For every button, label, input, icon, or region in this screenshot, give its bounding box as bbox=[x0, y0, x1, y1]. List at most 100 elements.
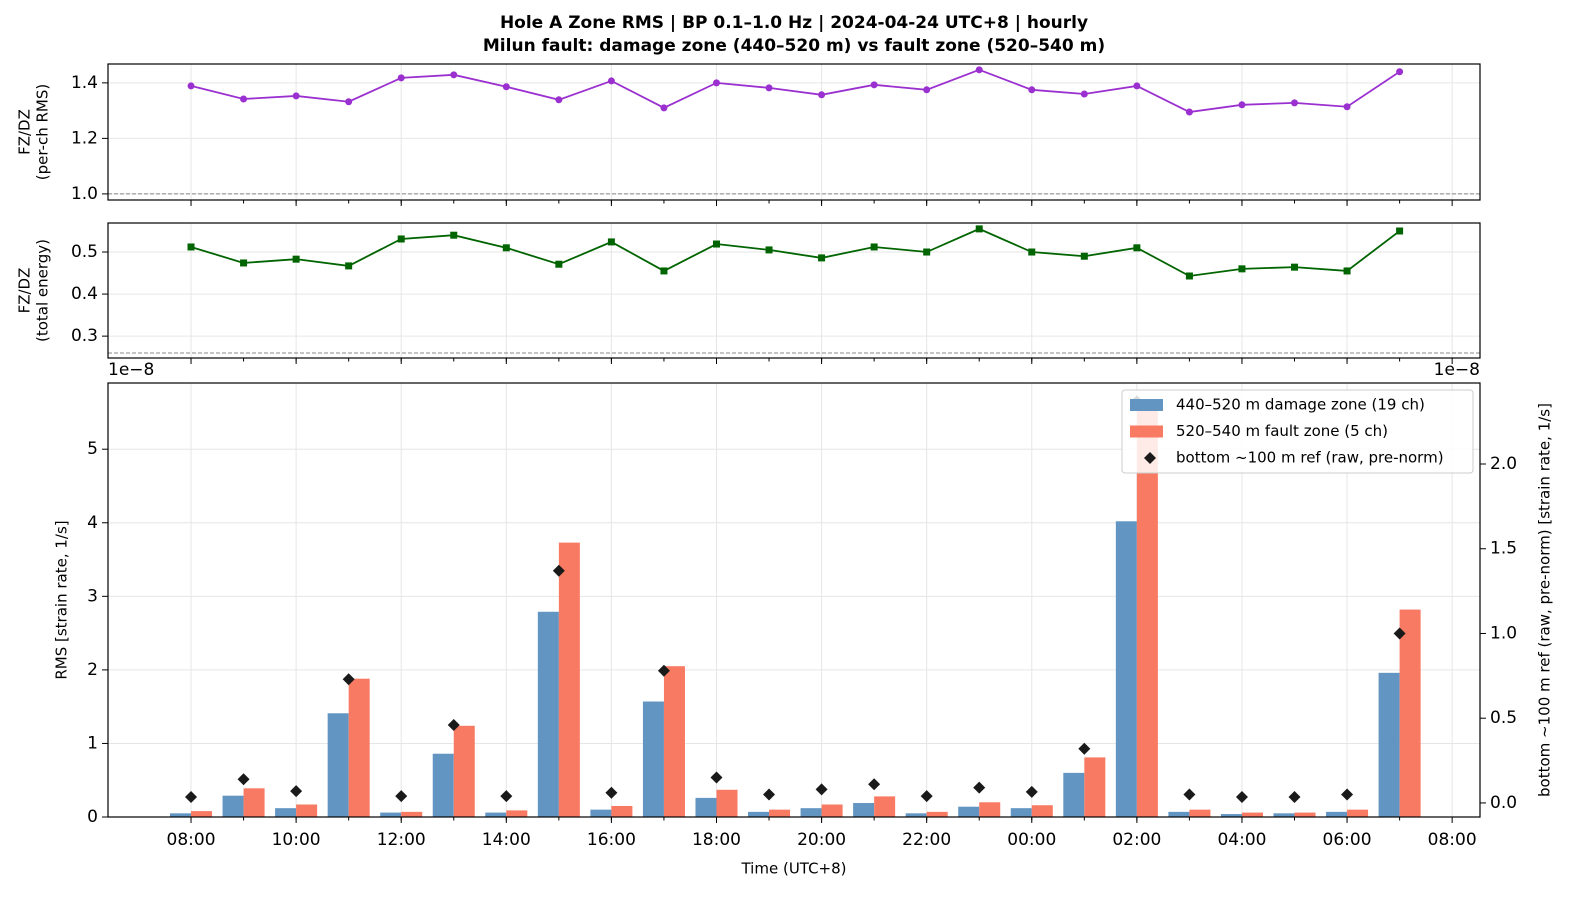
data-point bbox=[818, 91, 826, 99]
ref-marker bbox=[1183, 788, 1196, 801]
ref-marker bbox=[185, 791, 198, 804]
data-point bbox=[397, 74, 405, 82]
ref-marker bbox=[763, 788, 776, 801]
ref-marker bbox=[500, 790, 513, 803]
ref-marker bbox=[290, 785, 303, 798]
bar bbox=[327, 713, 349, 817]
y-axis-label: (per-ch RMS) bbox=[34, 84, 52, 180]
data-point bbox=[292, 92, 300, 100]
bar bbox=[348, 678, 370, 817]
data-point bbox=[765, 84, 773, 92]
ref-marker bbox=[973, 781, 986, 794]
bar bbox=[1220, 814, 1242, 817]
bar bbox=[642, 701, 664, 817]
bar bbox=[716, 789, 738, 817]
y-tick-label: 2 bbox=[87, 660, 98, 680]
bar bbox=[380, 812, 402, 817]
bar bbox=[1031, 805, 1053, 817]
bar bbox=[485, 812, 507, 817]
y-tick-label: 3 bbox=[87, 586, 98, 606]
data-point bbox=[923, 86, 931, 94]
data-point bbox=[555, 260, 563, 268]
bar bbox=[275, 808, 297, 817]
y-axis-label: FZ/DZ bbox=[16, 109, 34, 155]
legend-box bbox=[1121, 389, 1474, 474]
plot-frame bbox=[107, 382, 1481, 818]
bar bbox=[1347, 809, 1369, 817]
data-point bbox=[765, 246, 773, 254]
ref-marker bbox=[395, 790, 408, 803]
y-tick-label: 1.4 bbox=[71, 73, 98, 93]
y-tick-label: 0.3 bbox=[71, 326, 98, 346]
data-point bbox=[1133, 82, 1141, 90]
data-point bbox=[1291, 263, 1299, 271]
legend-label: 440–520 m damage zone (19 ch) bbox=[1176, 396, 1425, 414]
y-axis-label: RMS [strain rate, 1/s] bbox=[53, 520, 71, 679]
bar bbox=[905, 813, 927, 817]
chart-title: Hole A Zone RMS | BP 0.1–1.0 Hz | 2024-0… bbox=[500, 13, 1088, 33]
data-point bbox=[712, 79, 720, 87]
y-axis-label: FZ/DZ bbox=[16, 268, 34, 314]
y-axis-label: (total energy) bbox=[34, 239, 52, 342]
data-point bbox=[660, 104, 668, 112]
y-offset-label: 1e−8 bbox=[108, 360, 154, 380]
bar bbox=[170, 813, 192, 817]
x-tick-label: 00:00 bbox=[1007, 830, 1056, 850]
bar bbox=[1294, 812, 1316, 817]
y-tick-label: 0.5 bbox=[71, 242, 98, 262]
data-point bbox=[712, 240, 720, 248]
y-tick-label: 5 bbox=[87, 439, 98, 459]
ref-marker bbox=[1025, 785, 1038, 798]
data-point bbox=[607, 77, 615, 85]
data-point bbox=[1291, 99, 1299, 107]
plot-frame bbox=[107, 63, 1481, 201]
y2-tick-label: 0.0 bbox=[1490, 793, 1517, 813]
x-tick-label: 04:00 bbox=[1217, 830, 1266, 850]
bar bbox=[537, 611, 559, 817]
bar bbox=[558, 542, 580, 817]
ref-marker bbox=[237, 773, 250, 786]
y-tick-label: 1.0 bbox=[71, 184, 98, 204]
ref-marker bbox=[605, 786, 618, 799]
data-point bbox=[240, 259, 248, 267]
bar bbox=[191, 811, 213, 817]
data-point bbox=[1028, 86, 1036, 94]
bar bbox=[1273, 813, 1295, 817]
bar bbox=[453, 725, 475, 817]
x-tick-label: 14:00 bbox=[482, 830, 531, 850]
ref-marker bbox=[342, 673, 355, 686]
bar bbox=[1378, 672, 1400, 817]
bar bbox=[401, 811, 423, 817]
legend-swatch bbox=[1130, 425, 1163, 438]
bar bbox=[243, 788, 265, 817]
bar bbox=[748, 811, 770, 817]
x-tick-label: 08:00 bbox=[167, 830, 216, 850]
ref-marker bbox=[868, 778, 881, 791]
legend-swatch bbox=[1144, 452, 1156, 464]
y-tick-label: 1.2 bbox=[71, 128, 98, 148]
bar bbox=[695, 797, 717, 817]
ref-marker bbox=[1078, 742, 1091, 755]
legend-label: bottom ~100 m ref (raw, pre-norm) bbox=[1176, 449, 1444, 467]
data-point bbox=[870, 243, 878, 251]
bar bbox=[1084, 757, 1106, 817]
data-point bbox=[1343, 267, 1351, 275]
ref-marker bbox=[1341, 788, 1354, 801]
ref-marker bbox=[1393, 627, 1406, 640]
bar bbox=[1115, 521, 1137, 817]
x-tick-label: 08:00 bbox=[1428, 830, 1477, 850]
data-point bbox=[1080, 252, 1088, 260]
ref-marker bbox=[920, 790, 933, 803]
data-point bbox=[502, 83, 510, 91]
data-line bbox=[190, 227, 1401, 277]
x-axis-label: Time (UTC+8) bbox=[740, 860, 846, 878]
y-tick-label: 4 bbox=[87, 513, 98, 533]
data-point bbox=[1396, 227, 1404, 235]
data-point bbox=[923, 248, 931, 256]
data-point bbox=[187, 82, 195, 90]
data-point bbox=[1185, 108, 1193, 116]
data-point bbox=[1028, 248, 1036, 256]
ref-marker bbox=[552, 564, 565, 577]
bar bbox=[874, 796, 896, 817]
data-point bbox=[345, 262, 353, 270]
